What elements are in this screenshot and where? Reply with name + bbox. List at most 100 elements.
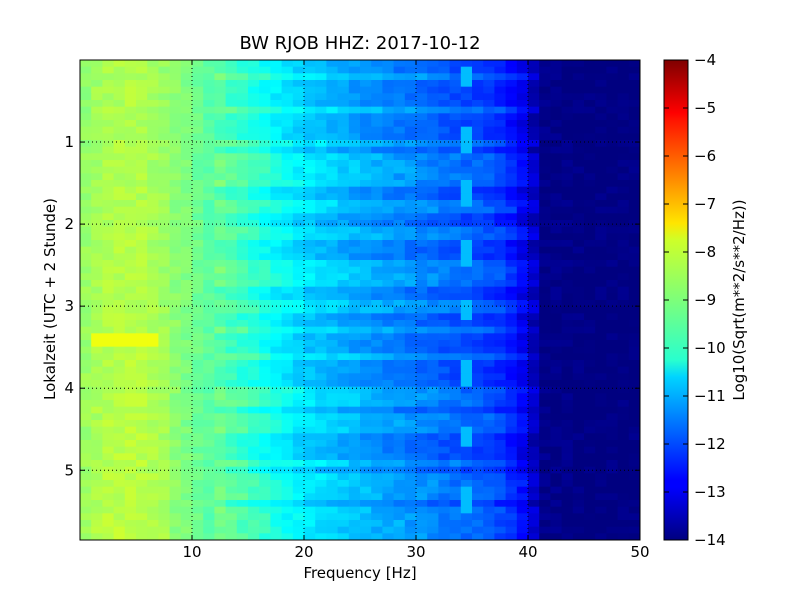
heatmap-cell <box>584 120 596 128</box>
heatmap-cell <box>460 533 473 540</box>
heatmap-cell <box>158 320 171 328</box>
heatmap-cell <box>472 153 484 161</box>
heatmap-cell <box>382 433 395 441</box>
heatmap-cell <box>427 446 439 454</box>
heatmap-cell <box>136 240 148 248</box>
heatmap-cell <box>595 386 607 394</box>
heatmap-cell <box>136 286 148 294</box>
heatmap-cell <box>281 460 294 468</box>
heatmap-cell <box>136 493 148 501</box>
heatmap-cell <box>214 480 227 488</box>
heatmap-cell <box>550 300 563 308</box>
heatmap-cell <box>348 93 361 101</box>
colorbar-axis: −4−5−6−7−8−9−10−11−12−13−14 <box>664 51 726 549</box>
heatmap-cell <box>147 366 159 374</box>
heatmap-cell <box>550 400 563 408</box>
heatmap-cell <box>539 213 551 221</box>
heatmap-cell <box>595 180 607 188</box>
heatmap-cell <box>539 113 551 121</box>
heatmap-cell <box>169 500 182 508</box>
heatmap-cell <box>102 500 115 508</box>
heatmap-cell <box>80 313 92 321</box>
heatmap-cell <box>348 60 361 68</box>
heatmap-cell <box>80 60 92 68</box>
heatmap-cell <box>248 340 260 348</box>
heatmap-cell <box>382 93 395 101</box>
heatmap-cell <box>337 146 350 154</box>
heatmap-cell <box>472 246 484 254</box>
heatmap-cell <box>225 333 238 341</box>
heatmap-cell <box>124 173 137 181</box>
heatmap-cell <box>348 280 361 288</box>
heatmap-cell <box>315 433 327 441</box>
heatmap-cell <box>416 306 428 314</box>
heatmap-cell <box>113 326 126 334</box>
heatmap-cell <box>225 140 238 148</box>
heatmap-cell <box>539 260 551 268</box>
heatmap-cell <box>494 246 507 254</box>
heatmap-cell <box>203 500 215 508</box>
heatmap-cell <box>516 66 529 74</box>
heatmap-cell <box>124 500 137 508</box>
heatmap-cell <box>292 213 305 221</box>
heatmap-cell <box>304 453 316 461</box>
heatmap-cell <box>292 420 305 428</box>
heatmap-cell <box>124 246 137 254</box>
heatmap-cell <box>225 480 238 488</box>
heatmap-cell <box>348 226 361 234</box>
heatmap-cell <box>516 346 529 354</box>
heatmap-cell <box>337 253 350 261</box>
heatmap-cell <box>460 393 473 401</box>
heatmap-cell <box>505 66 518 74</box>
heatmap-cell <box>628 86 640 94</box>
heatmap-cell <box>416 380 428 388</box>
heatmap-cell <box>427 513 439 521</box>
heatmap-cell <box>169 126 182 134</box>
heatmap-cell <box>281 346 294 354</box>
heatmap-cell <box>393 186 406 194</box>
heatmap-cell <box>561 260 574 268</box>
heatmap-cell <box>337 313 350 321</box>
heatmap-cell <box>80 66 92 74</box>
heatmap-cell <box>404 413 417 421</box>
heatmap-cell <box>561 286 574 294</box>
heatmap-cell <box>124 260 137 268</box>
heatmap-cell <box>80 366 92 374</box>
heatmap-cell <box>292 120 305 128</box>
heatmap-cell <box>483 326 495 334</box>
heatmap-cell <box>192 313 204 321</box>
heatmap-cell <box>259 513 271 521</box>
heatmap-cell <box>595 400 607 408</box>
heatmap-cell <box>460 333 473 341</box>
heatmap-cell <box>494 360 507 368</box>
heatmap-cell <box>136 160 148 168</box>
heatmap-cell <box>192 100 204 108</box>
heatmap-cell <box>304 520 316 528</box>
heatmap-cell <box>539 486 551 494</box>
heatmap-cell <box>438 333 451 341</box>
heatmap-cell <box>460 240 473 248</box>
heatmap-cell <box>584 66 596 74</box>
heatmap-cell <box>80 433 92 441</box>
heatmap-cell <box>460 340 473 348</box>
heatmap-cell <box>136 246 148 254</box>
heatmap-cell <box>360 253 372 261</box>
heatmap-cell <box>281 66 294 74</box>
heatmap-cell <box>102 486 115 494</box>
heatmap-cell <box>292 73 305 81</box>
heatmap-cell <box>180 213 193 221</box>
heatmap-cell <box>80 86 92 94</box>
heatmap-cell <box>169 220 182 228</box>
heatmap-cell <box>617 513 630 521</box>
heatmap-cell <box>438 326 451 334</box>
heatmap-cell <box>180 100 193 108</box>
heatmap-cell <box>270 146 283 154</box>
heatmap-cell <box>248 213 260 221</box>
heatmap-cell <box>393 166 406 174</box>
heatmap-cell <box>516 433 529 441</box>
heatmap-cell <box>561 293 574 301</box>
heatmap-cell <box>326 520 339 528</box>
heatmap-cell <box>371 286 383 294</box>
heatmap-cell <box>292 206 305 214</box>
heatmap-cell <box>505 440 518 448</box>
